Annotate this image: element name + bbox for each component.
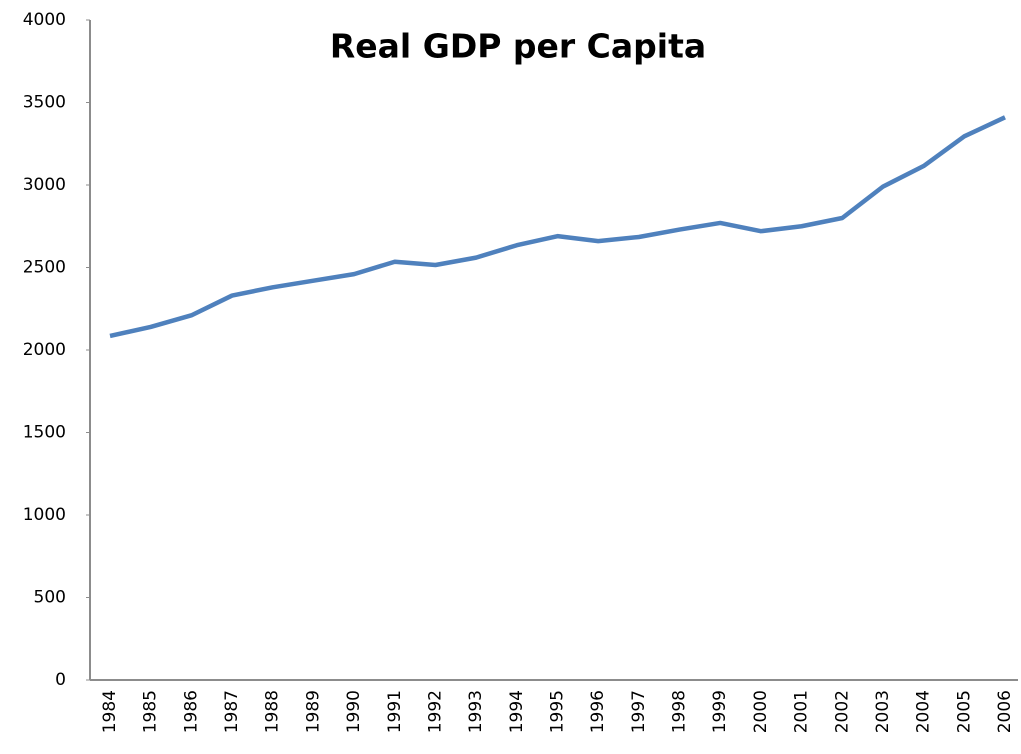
y-tick-label: 0 (55, 670, 66, 690)
x-tick-label: 1998 (670, 690, 690, 733)
y-tick-label: 2500 (23, 258, 66, 278)
x-tick-label: 1984 (100, 690, 120, 733)
y-tick-label: 1500 (23, 423, 66, 443)
x-tick-label: 1994 (507, 690, 527, 733)
x-tick-label: 1992 (425, 690, 445, 733)
y-tick-label: 3500 (23, 93, 66, 113)
y-tick-label: 2000 (23, 340, 66, 360)
x-tick-label: 1989 (303, 690, 323, 733)
x-tick-label: 2002 (832, 690, 852, 733)
x-tick-label: 1987 (222, 690, 242, 733)
x-tick-label: 1990 (344, 690, 364, 733)
x-tick-label: 1986 (181, 690, 201, 733)
chart-title: Real GDP per Capita (330, 27, 706, 66)
data-line (109, 115, 1006, 339)
x-tick-label: 1993 (466, 690, 486, 733)
x-tick-label: 1997 (629, 690, 649, 733)
x-tick-label: 2006 (995, 690, 1015, 733)
x-tick-label: 2004 (914, 690, 934, 733)
x-tick-label: 2000 (751, 690, 771, 733)
x-tick-label: 2005 (954, 690, 974, 733)
x-tick-label: 1996 (588, 690, 608, 733)
y-tick-label: 500 (34, 588, 66, 608)
y-tick-label: 3000 (23, 175, 66, 195)
y-tick-label: 4000 (23, 10, 66, 30)
x-tick-label: 1999 (710, 690, 730, 733)
x-tick-label: 1988 (263, 690, 283, 733)
y-tick-label: 1000 (23, 505, 66, 525)
x-tick-label: 1985 (141, 690, 161, 733)
x-tick-label: 1991 (385, 690, 405, 733)
x-tick-label: 1995 (548, 690, 568, 733)
x-tick-label: 2001 (792, 690, 812, 733)
x-tick-label: 2003 (873, 690, 893, 733)
